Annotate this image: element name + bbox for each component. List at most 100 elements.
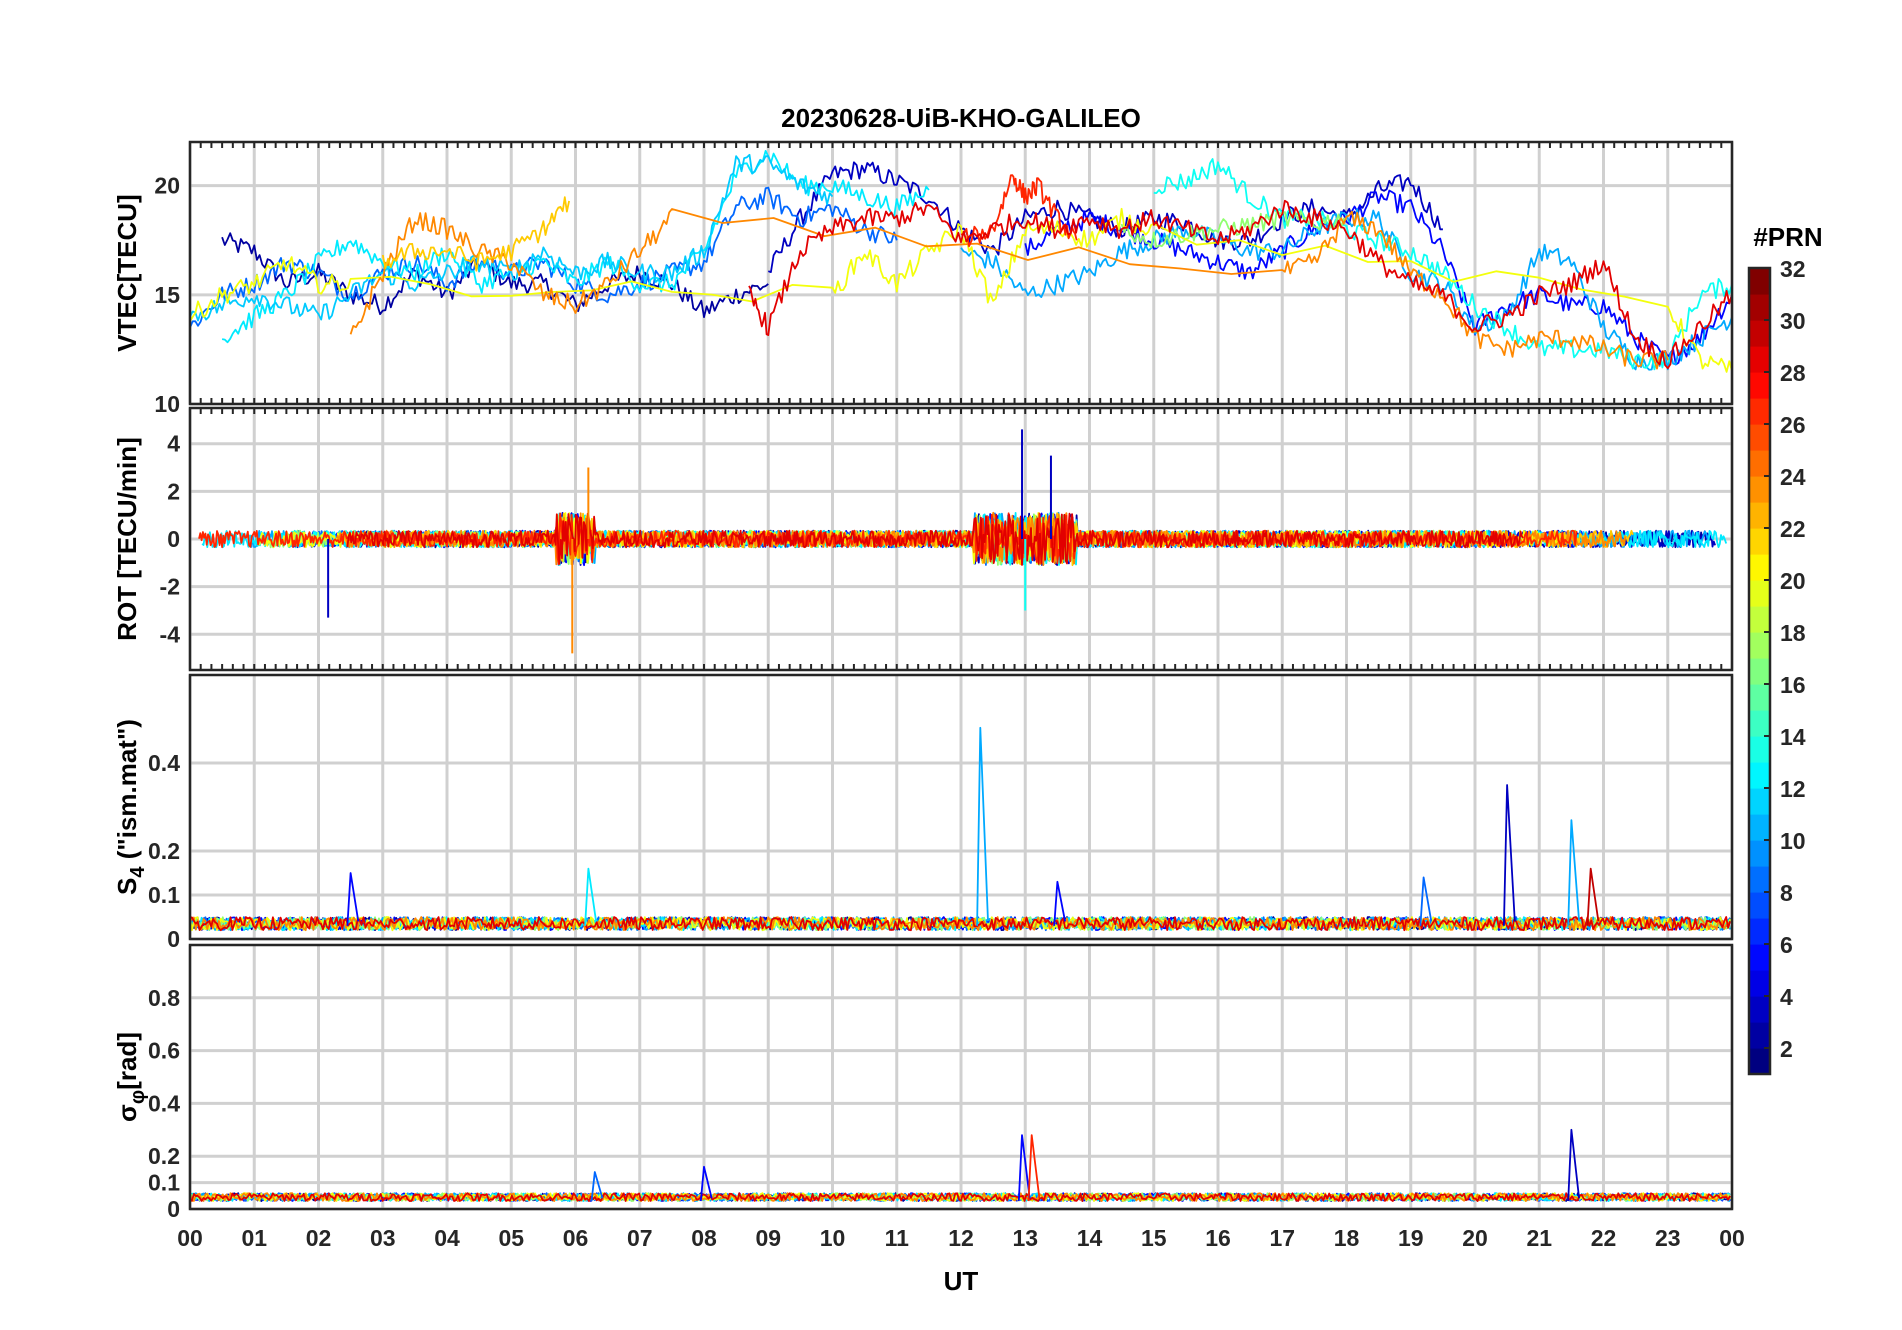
colorbar-segment [1749,1022,1770,1049]
x-tick-label: 08 [691,1225,717,1251]
x-tick-label: 15 [1141,1225,1167,1251]
colorbar-segment [1749,424,1770,451]
y-tick-label: 0.8 [148,985,180,1011]
x-tick-label: 20 [1462,1225,1488,1251]
vtec-series-prn-27 [960,174,1078,248]
y-axis-label-rot: ROT [TECU/min] [112,437,142,641]
colorbar-segment [1749,320,1770,347]
y-tick-label: 0 [167,526,180,552]
x-tick-label: 21 [1526,1225,1552,1251]
colorbar-segment [1749,658,1770,685]
x-tick-label: 22 [1591,1225,1617,1251]
colorbar-tick-label: 2 [1780,1036,1793,1062]
vtec-series-prn-11 [190,153,834,322]
colorbar-segment [1749,398,1770,425]
scint-spike-prn-5 [699,1165,713,1202]
colorbar-segment [1749,1048,1770,1075]
x-tick-label: 13 [1012,1225,1038,1251]
x-tick-label: 00 [177,1225,203,1251]
x-tick-label: 02 [306,1225,332,1251]
vtec-series-prn-29 [748,199,1732,370]
y-tick-label: 10 [154,391,180,417]
vtec-series-prn-2 [221,232,769,318]
x-tick-label: 16 [1205,1225,1231,1251]
colorbar-tick-label: 28 [1780,360,1806,386]
y-tick-label: -2 [160,574,180,600]
colorbar-segment [1749,632,1770,659]
colorbar-segment [1749,970,1770,997]
colorbar-tick-label: 24 [1780,464,1806,490]
vtec-series-prn-17 [1120,209,1347,249]
x-tick-label: 06 [563,1225,589,1251]
x-axis-label: UT [944,1266,979,1296]
x-tick-label: 00 [1719,1225,1745,1251]
scint-spike-prn-30 [1586,867,1600,926]
colorbar-segment [1749,996,1770,1023]
y-tick-label: 0.4 [148,750,180,776]
scint-series-prn-29 [190,916,1731,932]
vtec-series-prn-5 [1024,189,1732,366]
colorbar-segment [1749,372,1770,399]
y-tick-label: 15 [154,282,180,308]
colorbar-tick-label: 12 [1780,776,1806,802]
colorbar-segment [1749,736,1770,763]
panel-s4: 0 0.1 0.2 0.4S4 ("ism.mat") [112,673,1734,952]
y-axis-label-vtec: VTEC[TECU] [112,194,142,351]
y-tick-label: 0.1 [148,882,180,908]
colorbar-tick-label: 32 [1780,256,1806,282]
colorbar-tick-label: 6 [1780,932,1793,958]
y-tick-label: 0.2 [148,1143,180,1169]
y-tick-label: 0.6 [148,1038,180,1064]
x-tick-label: 17 [1269,1225,1295,1251]
colorbar-segment [1749,840,1770,867]
y-tick-label: 0.2 [148,838,180,864]
x-tick-label: 03 [370,1225,396,1251]
y-axis-label-s4: S4 ("ism.mat") [112,719,149,895]
scint-spike-prn-5 [1017,1134,1031,1202]
colorbar-segment [1749,294,1770,321]
y-tick-label: 0.4 [148,1090,180,1116]
colorbar-tick-label: 22 [1780,516,1806,542]
colorbar-tick-label: 10 [1780,828,1806,854]
x-tick-label: 14 [1077,1225,1103,1251]
x-tick-label: 19 [1398,1225,1424,1251]
panel-vtec: 10 15 20 VTEC[TECU] [112,140,1734,417]
colorbar-tick-label: 14 [1780,724,1806,750]
series-group [198,429,1728,654]
vtec-series-prn-8 [190,186,898,328]
colorbar-frame [1747,266,1772,1076]
scint-spike-prn-27 [1027,1134,1041,1202]
colorbar-tick-label: 8 [1780,880,1793,906]
x-tick-label: 09 [755,1225,781,1251]
series-group [190,1128,1731,1202]
vtec-series-prn-22 [381,196,570,272]
panel-rot: -4 -2 0 2 4 ROT [TECU/min] [112,406,1734,672]
scint-series-prn-29 [190,1192,1731,1202]
x-tick-label: 11 [885,1225,910,1251]
series-group [190,726,1731,932]
colorbar-segment [1749,476,1770,503]
colorbar-tick-label: 4 [1780,984,1793,1010]
y-tick-label: 0 [167,926,180,952]
colorbar-segment [1749,684,1770,711]
y-tick-label: 20 [154,173,180,199]
panel-sigma-phi: 00.10.2 0.4 0.6 0.8 σφ[rad] [112,943,1734,1222]
axes-frame [188,673,1734,941]
vtec-series-prn-10 [960,208,1732,371]
colorbar-segment [1749,268,1770,295]
scint-spike-prn-3 [1567,1128,1580,1202]
x-tick-label: 01 [241,1225,267,1251]
scint-spike-prn-8 [590,1171,604,1202]
vtec-series-prn-24 [349,208,1669,370]
colorbar-tick-label: 18 [1780,620,1806,646]
x-axis-ticks: 00 01 02 03 04 05 06 07 08 09 10 11 12 13 14 15 16 17 18 19… [177,1225,1745,1251]
x-tick-label: 23 [1655,1225,1681,1251]
scint-spike-prn-8 [1419,876,1433,926]
colorbar-segment [1749,710,1770,737]
colorbar-segment [1749,944,1770,971]
colorbar-title: #PRN [1753,222,1822,252]
x-tick-label: 05 [498,1225,524,1251]
colorbar-tick-label: 20 [1780,568,1806,594]
